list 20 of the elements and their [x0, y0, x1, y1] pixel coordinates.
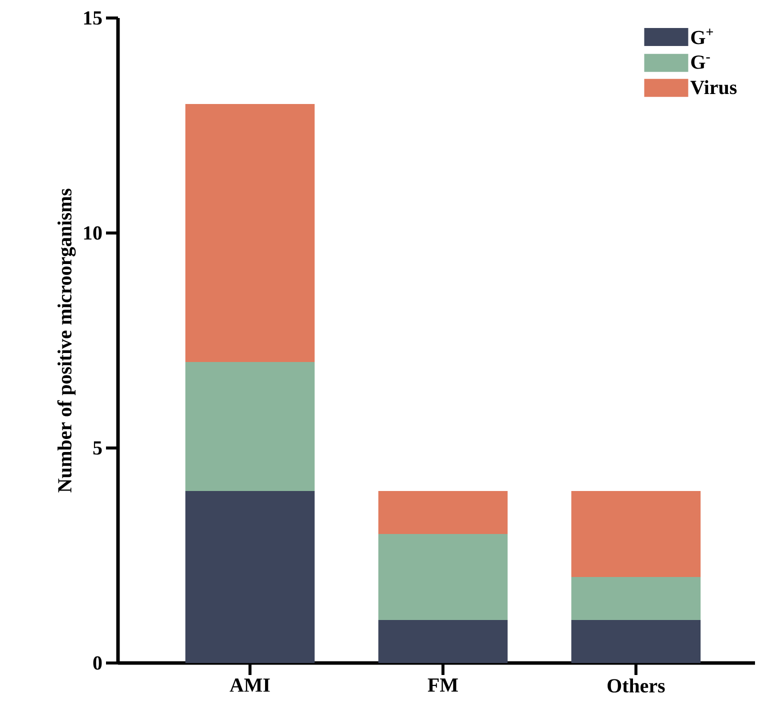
x-tick-label: Others: [608, 678, 665, 693]
bar: [378, 490, 508, 534]
x-tick-label: FM: [428, 678, 458, 692]
bar: [185, 362, 315, 491]
y-tick-label: 5: [93, 441, 102, 455]
bar: [378, 620, 508, 663]
bar: [571, 490, 701, 577]
bar: [185, 104, 315, 362]
bar: [185, 490, 315, 663]
bar: [378, 534, 508, 620]
bar: [571, 577, 701, 620]
y-axis-title: Number of positive microorganisms: [57, 188, 76, 492]
y-tick-label: 0: [93, 656, 102, 670]
legend-label: Virus: [690, 80, 737, 94]
legend-label: G$^{+}$: [691, 28, 713, 44]
x-tick-label: AMI: [230, 678, 270, 692]
y-tick-label: 10: [84, 226, 102, 240]
y-tick-label: 15: [84, 11, 102, 25]
legend-label: G$^{-}$: [691, 55, 710, 69]
bar: [571, 620, 701, 663]
